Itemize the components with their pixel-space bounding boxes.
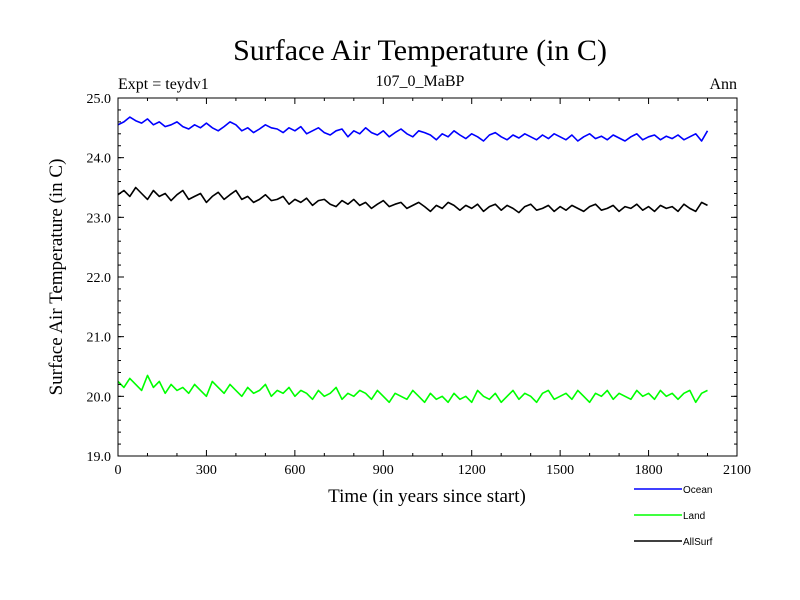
series-layer bbox=[117, 116, 709, 404]
y-tick-label: 22.0 bbox=[87, 271, 112, 286]
x-tick-label: 0 bbox=[115, 463, 122, 478]
legend: Ocean Land AllSurf bbox=[634, 485, 713, 548]
plot-frame bbox=[117, 97, 738, 457]
x-tick-label: 2100 bbox=[723, 463, 751, 478]
series-line-land bbox=[117, 374, 708, 404]
season-label: Ann bbox=[709, 76, 737, 93]
x-tick-label: 1200 bbox=[458, 463, 486, 478]
series-line-allsurf bbox=[117, 186, 708, 214]
x-axis-label: Time (in years since start) bbox=[328, 486, 526, 507]
y-axis-label: Surface Air Temperature (in C) bbox=[46, 159, 67, 396]
x-tick-label: 1800 bbox=[635, 463, 663, 478]
x-tick-label: 600 bbox=[284, 463, 305, 478]
x-tick-label: 900 bbox=[373, 463, 394, 478]
x-tick-label: 1500 bbox=[546, 463, 574, 478]
y-tick-label: 19.0 bbox=[87, 450, 112, 465]
legend-label-allsurf: AllSurf bbox=[683, 537, 713, 548]
series-line-ocean bbox=[117, 116, 709, 142]
legend-label-ocean: Ocean bbox=[683, 485, 712, 496]
y-tick-label: 25.0 bbox=[87, 92, 112, 107]
period-label: 107_0_MaBP bbox=[376, 73, 465, 90]
ticks-layer: 0 300 600 900 1200 1500 1800 2100 19.0 20.0 21.0 22… bbox=[87, 92, 752, 478]
y-tick-label: 24.0 bbox=[87, 152, 112, 167]
legend-label-land: Land bbox=[683, 511, 705, 522]
experiment-label: Expt = teydv1 bbox=[118, 76, 209, 93]
y-tick-label: 20.0 bbox=[87, 390, 112, 405]
y-tick-label: 21.0 bbox=[87, 331, 112, 346]
x-tick-label: 300 bbox=[196, 463, 217, 478]
y-tick-label: 23.0 bbox=[87, 211, 112, 226]
chart-title: Surface Air Temperature (in C) bbox=[233, 34, 607, 67]
